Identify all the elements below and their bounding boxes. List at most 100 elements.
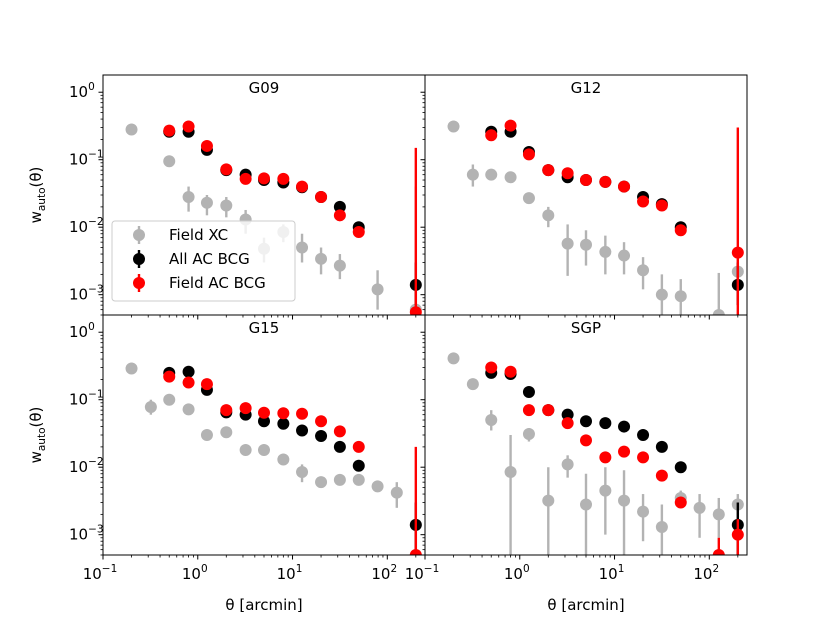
data-point — [352, 473, 365, 486]
data-point — [220, 163, 233, 176]
data-point — [674, 224, 687, 237]
legend-label: Field AC BCG — [169, 274, 266, 292]
data-point — [220, 199, 233, 212]
data-point — [655, 199, 668, 212]
data-point — [618, 494, 631, 507]
data-point — [580, 434, 592, 447]
data-point — [561, 167, 574, 180]
series-all-ac-bcg — [163, 365, 422, 555]
data-point — [618, 180, 631, 193]
series-field-ac-bcg — [163, 120, 422, 315]
legend-marker — [133, 253, 145, 265]
data-point — [163, 393, 176, 406]
data-point — [580, 174, 592, 187]
data-point — [200, 196, 213, 209]
data-point — [655, 288, 668, 301]
legend-label: Field XC — [169, 226, 228, 244]
data-point — [277, 453, 290, 466]
data-point — [466, 168, 479, 181]
x-tick-label: 102 — [371, 563, 397, 583]
data-point — [712, 508, 725, 521]
data-point — [504, 365, 517, 378]
data-point — [125, 362, 138, 375]
panel-title: G12 — [571, 79, 602, 97]
data-point — [542, 404, 555, 417]
y-tick-label: 10−3 — [69, 284, 104, 304]
data-point — [618, 445, 631, 458]
data-point — [144, 400, 157, 413]
data-point — [599, 245, 612, 258]
data-point — [409, 306, 422, 315]
data-point — [371, 283, 384, 296]
legend: Field XC All AC BCG Field AC BCG — [111, 220, 296, 302]
data-point — [485, 168, 498, 181]
data-point — [163, 155, 176, 168]
data-point — [333, 425, 346, 438]
data-point — [712, 549, 725, 555]
data-point — [200, 139, 213, 152]
series-field-ac-bcg — [163, 370, 422, 555]
data-point — [352, 459, 365, 472]
data-point — [258, 415, 270, 428]
data-point — [447, 352, 460, 365]
data-point — [637, 264, 650, 277]
x-tick-label: 102 — [693, 563, 719, 583]
panel-g12: G12 — [420, 74, 748, 320]
data-point — [674, 461, 687, 474]
data-point — [333, 200, 346, 213]
data-point — [258, 172, 270, 185]
data-point — [200, 378, 213, 391]
series-field-xc — [125, 362, 422, 555]
data-point — [163, 124, 176, 137]
data-point — [466, 378, 479, 391]
x-axis-label: θ [arcmin] — [547, 596, 624, 614]
legend-label: All AC BCG — [169, 250, 250, 268]
data-point — [409, 549, 422, 555]
data-point — [220, 426, 233, 439]
data-point — [315, 429, 328, 442]
data-point — [637, 451, 650, 464]
data-point — [333, 473, 346, 486]
plot-area — [447, 352, 744, 555]
data-point — [637, 505, 650, 518]
data-point — [163, 370, 176, 383]
data-point — [655, 469, 668, 482]
x-tick-label: 101 — [599, 563, 625, 583]
data-point — [182, 120, 195, 133]
data-point — [674, 290, 687, 303]
x-axis-label: θ [arcmin] — [225, 596, 302, 614]
panel-sgp: SGP 10−1 100 101 102 — [405, 314, 748, 583]
data-point — [504, 171, 517, 184]
x-tick-label: 100 — [182, 563, 208, 583]
data-point — [485, 361, 498, 374]
data-point — [296, 241, 309, 254]
axis-labels: θ [arcmin] θ [arcmin] wauto(θ) wauto(θ) — [27, 167, 625, 614]
data-point — [674, 496, 687, 509]
data-point — [239, 402, 252, 415]
y-tick-label: 100 — [69, 81, 95, 101]
data-point — [258, 443, 270, 456]
data-point — [731, 246, 744, 259]
data-point — [599, 484, 612, 497]
panel-g15: G15 10−1 100 101 102 10−3 10−2 10−1 100 — [69, 314, 426, 583]
x-tick-label: 10−1 — [83, 563, 118, 583]
legend-marker — [133, 277, 145, 289]
data-point — [277, 417, 290, 430]
panel-title: SGP — [571, 319, 601, 337]
data-point — [390, 486, 403, 499]
data-point — [277, 172, 290, 185]
data-point — [712, 309, 725, 315]
plot-area — [125, 120, 422, 315]
panel-title: G15 — [249, 319, 280, 337]
data-point — [220, 404, 233, 417]
data-point — [599, 451, 612, 464]
y-axis-label: wauto(θ) — [27, 167, 48, 224]
data-point — [618, 249, 631, 262]
data-point — [599, 175, 612, 188]
data-point — [504, 465, 517, 478]
data-point — [561, 417, 574, 430]
data-point — [522, 404, 535, 417]
data-point — [352, 440, 365, 453]
data-point — [333, 259, 346, 272]
data-point — [599, 417, 612, 430]
